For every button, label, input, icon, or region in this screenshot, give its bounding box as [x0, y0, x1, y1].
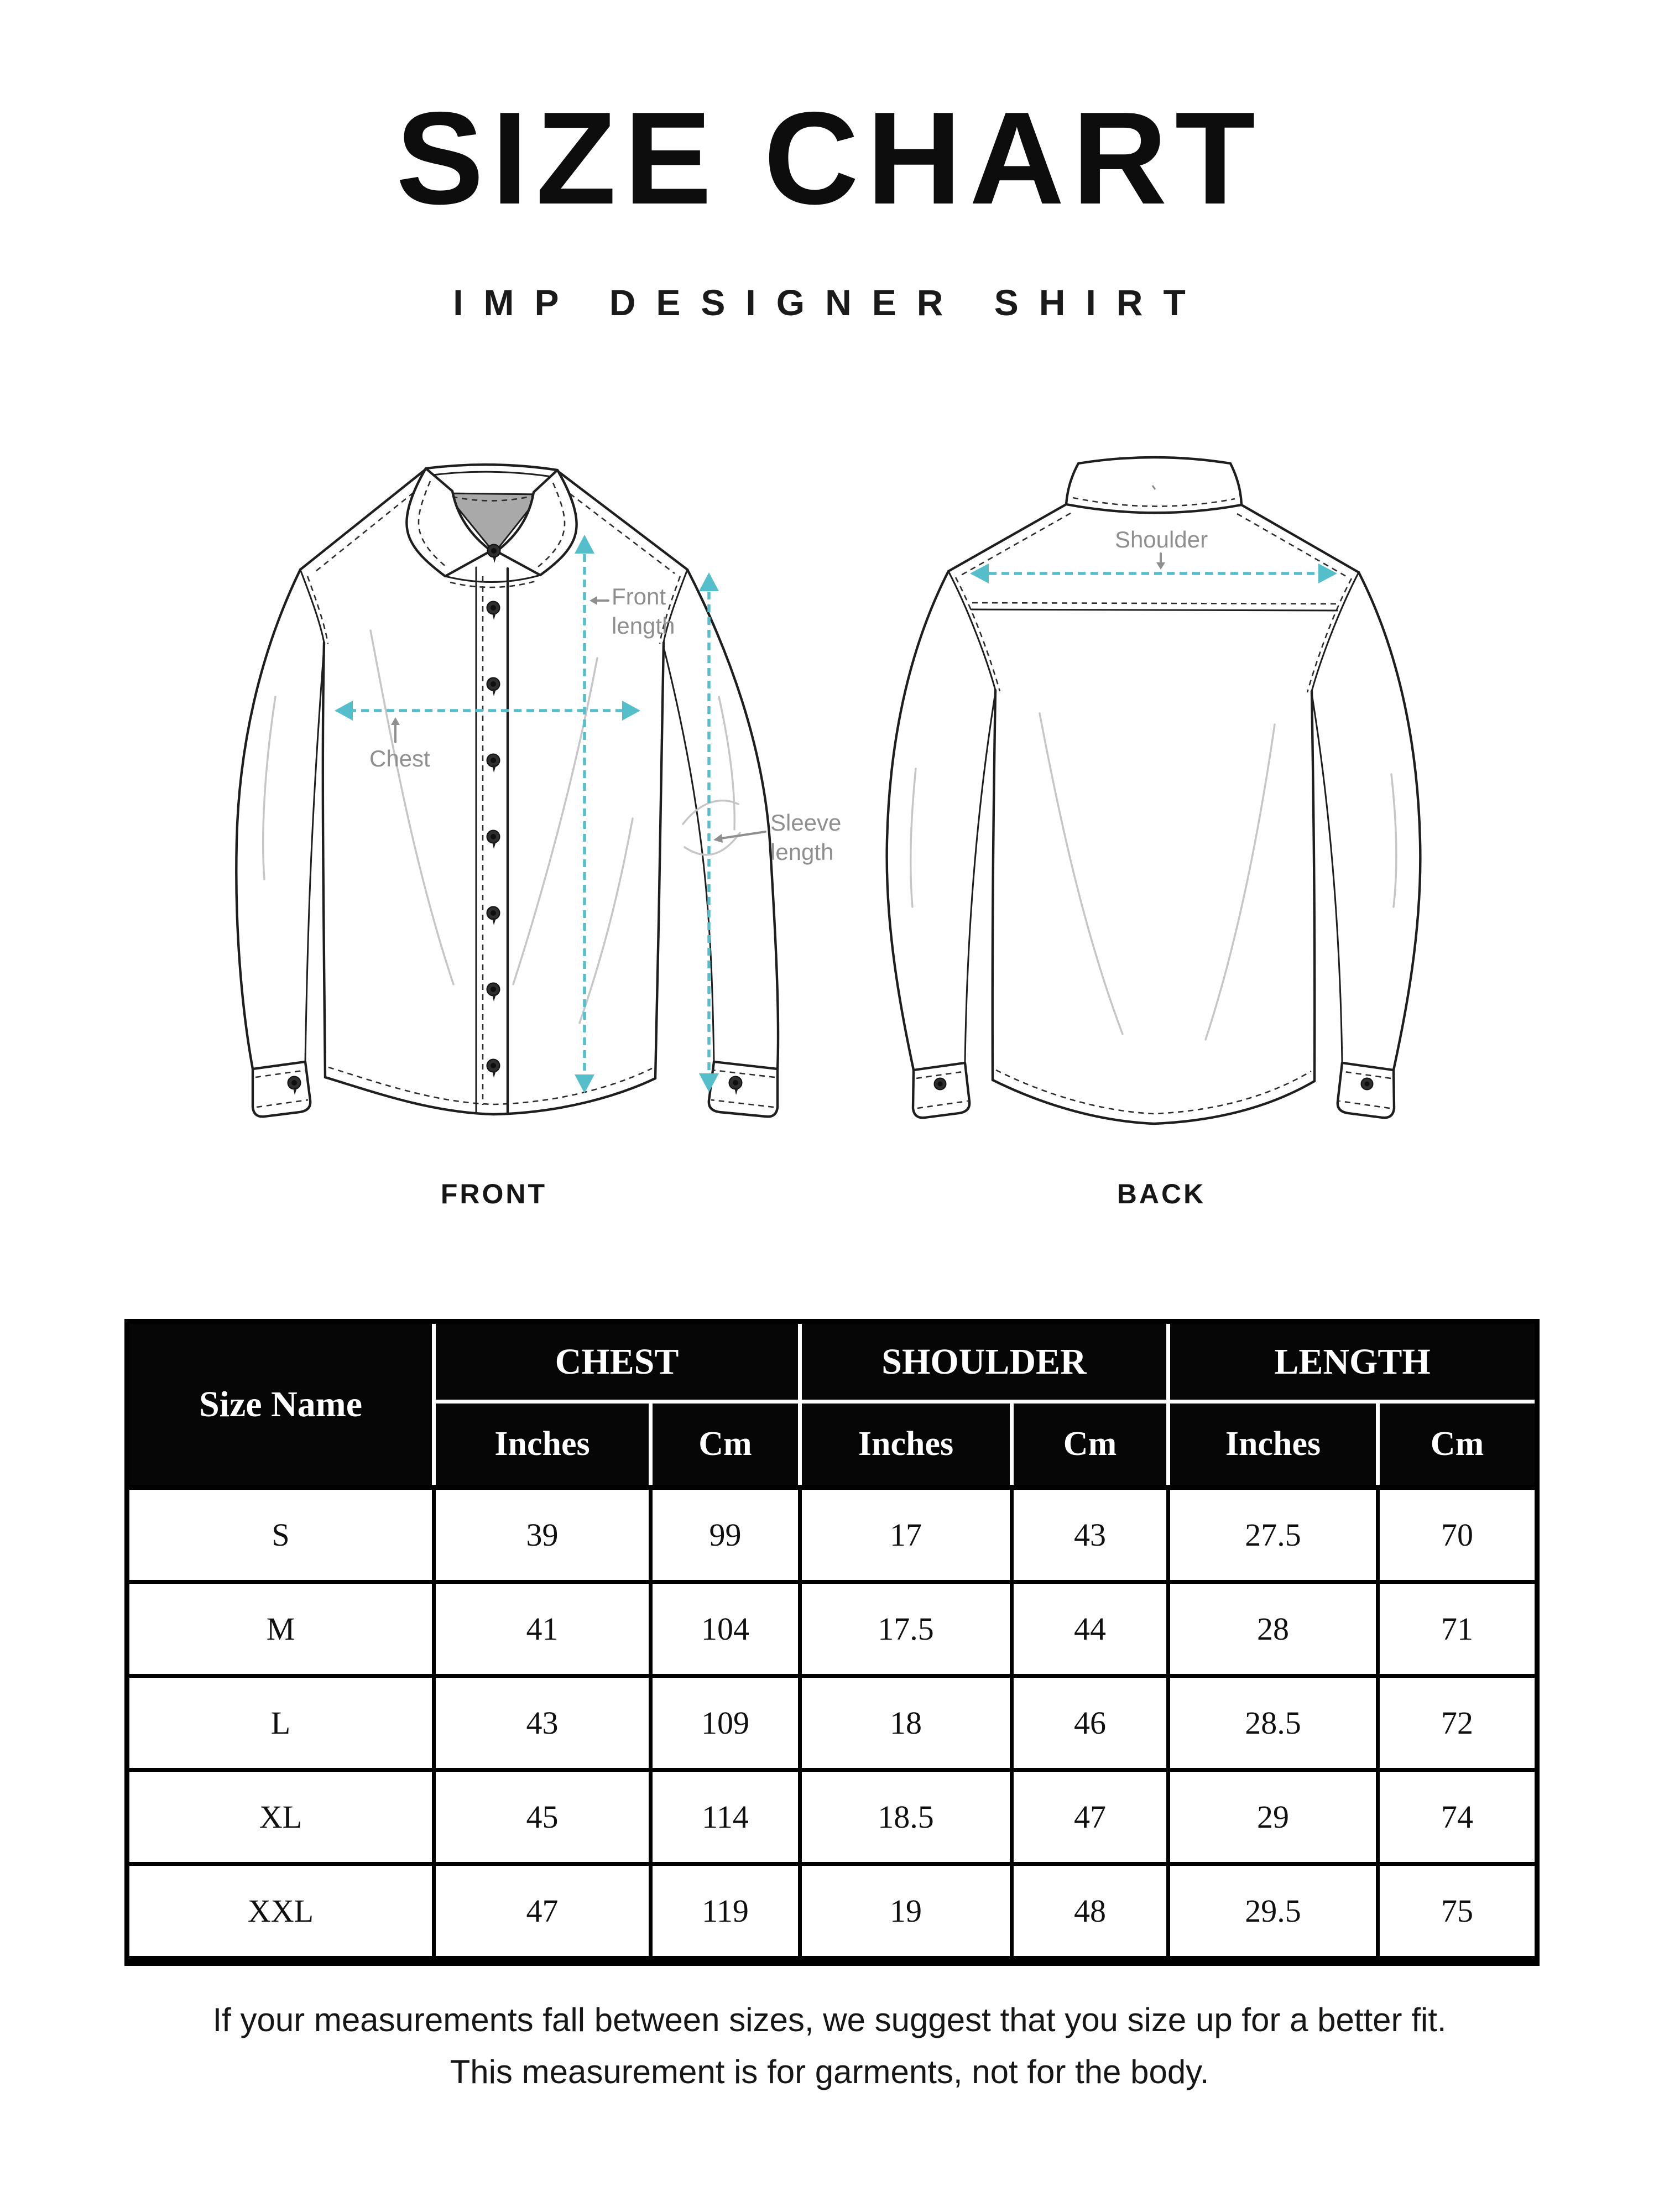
table-header-size-name: Size Name [125, 1319, 436, 1489]
value-cell: 75 [1376, 1862, 1540, 1963]
value-cell: 29.5 [1166, 1862, 1380, 1963]
page-subtitle: IMP DESIGNER SHIRT [453, 282, 1206, 323]
size-cell: XL [125, 1768, 436, 1866]
table-header-shoulder-cm: Cm [1009, 1400, 1171, 1489]
value-cell: 29 [1166, 1768, 1380, 1866]
value-cell: 43 [1009, 1485, 1171, 1584]
shoulder-arrow [970, 564, 1337, 583]
size-table: Size Name CHEST SHOULDER LENGTH Inches C… [124, 1319, 1540, 1966]
value-cell: 72 [1376, 1674, 1540, 1772]
table-header-chest: CHEST [432, 1319, 802, 1404]
value-cell: 74 [1376, 1768, 1540, 1866]
table-header-chest-cm: Cm [649, 1400, 802, 1489]
table-header-group-row: Size Name CHEST SHOULDER LENGTH [125, 1319, 1540, 1489]
value-cell: 48 [1009, 1862, 1171, 1963]
value-cell: 104 [649, 1580, 802, 1678]
back-shirt-lineart [885, 456, 1422, 1125]
sleeve-length-label-line2: length [770, 839, 833, 865]
value-cell: 47 [432, 1862, 653, 1963]
size-cell: XXL [125, 1862, 436, 1963]
value-cell: 46 [1009, 1674, 1171, 1772]
value-cell: 119 [649, 1862, 802, 1963]
value-cell: 114 [649, 1768, 802, 1866]
front-shirt-lineart [235, 463, 780, 1118]
value-cell: 44 [1009, 1580, 1171, 1678]
back-view-caption: BACK [1117, 1178, 1206, 1209]
table-row: S 39 99 17 43 27.5 70 [125, 1485, 1540, 1584]
value-cell: 70 [1376, 1485, 1540, 1584]
front-shirt-illustration: Front length Chest Sleeve length [235, 463, 841, 1118]
table-header-shoulder: SHOULDER [797, 1319, 1171, 1404]
table-header-chest-inches: Inches [432, 1400, 653, 1489]
chest-arrow [335, 701, 640, 721]
sleeve-length-arrow [699, 572, 719, 1092]
value-cell: 41 [432, 1580, 653, 1678]
footer-note: If your measurements fall between sizes,… [0, 1994, 1659, 2098]
footer-line-1: If your measurements fall between sizes,… [212, 2001, 1447, 2038]
value-cell: 27.5 [1166, 1485, 1380, 1584]
table-header-length: LENGTH [1166, 1319, 1540, 1404]
back-shirt-illustration: Shoulder [885, 456, 1422, 1125]
front-length-label-line1: Front [612, 583, 666, 609]
value-cell: 28 [1166, 1580, 1380, 1678]
value-cell: 45 [432, 1768, 653, 1866]
front-view-caption: FRONT [440, 1178, 547, 1209]
value-cell: 18 [798, 1674, 1014, 1772]
value-cell: 18.5 [798, 1768, 1014, 1866]
size-cell: M [125, 1580, 436, 1678]
chest-label: Chest [369, 717, 430, 771]
sleeve-length-label-line1: Sleeve [770, 810, 841, 836]
table-row: M 41 104 17.5 44 28 71 [125, 1580, 1540, 1678]
table-header-length-inches: Inches [1166, 1400, 1380, 1489]
value-cell: 43 [432, 1674, 653, 1772]
value-cell: 71 [1376, 1580, 1540, 1678]
table-header-length-cm: Cm [1376, 1400, 1540, 1489]
size-cell: S [125, 1485, 436, 1584]
front-length-arrow [575, 535, 594, 1093]
value-cell: 109 [649, 1674, 802, 1772]
value-cell: 17.5 [798, 1580, 1014, 1678]
value-cell: 47 [1009, 1768, 1171, 1866]
value-cell: 99 [649, 1485, 802, 1584]
table-header-shoulder-inches: Inches [798, 1400, 1014, 1489]
shoulder-label: Shoulder [1115, 526, 1208, 570]
table-row: XL 45 114 18.5 47 29 74 [125, 1768, 1540, 1866]
front-length-label: Front length [589, 583, 675, 639]
table-row: XXL 47 119 19 48 29.5 75 [125, 1862, 1540, 1963]
table-row: L 43 109 18 46 28.5 72 [125, 1674, 1540, 1772]
value-cell: 17 [798, 1485, 1014, 1584]
chest-label-text: Chest [369, 745, 430, 771]
value-cell: 28.5 [1166, 1674, 1380, 1772]
value-cell: 39 [432, 1485, 653, 1584]
size-cell: L [125, 1674, 436, 1772]
shoulder-label-text: Shoulder [1115, 526, 1208, 552]
sleeve-length-label: Sleeve length [713, 810, 841, 865]
page-title: SIZE CHART [396, 85, 1263, 232]
table-header-units-row: Inches Cm Inches Cm Inches Cm [127, 1400, 1540, 1489]
footer-line-2: This measurement is for garments, not fo… [450, 2053, 1209, 2090]
front-length-label-line2: length [612, 613, 675, 639]
value-cell: 19 [798, 1862, 1014, 1963]
